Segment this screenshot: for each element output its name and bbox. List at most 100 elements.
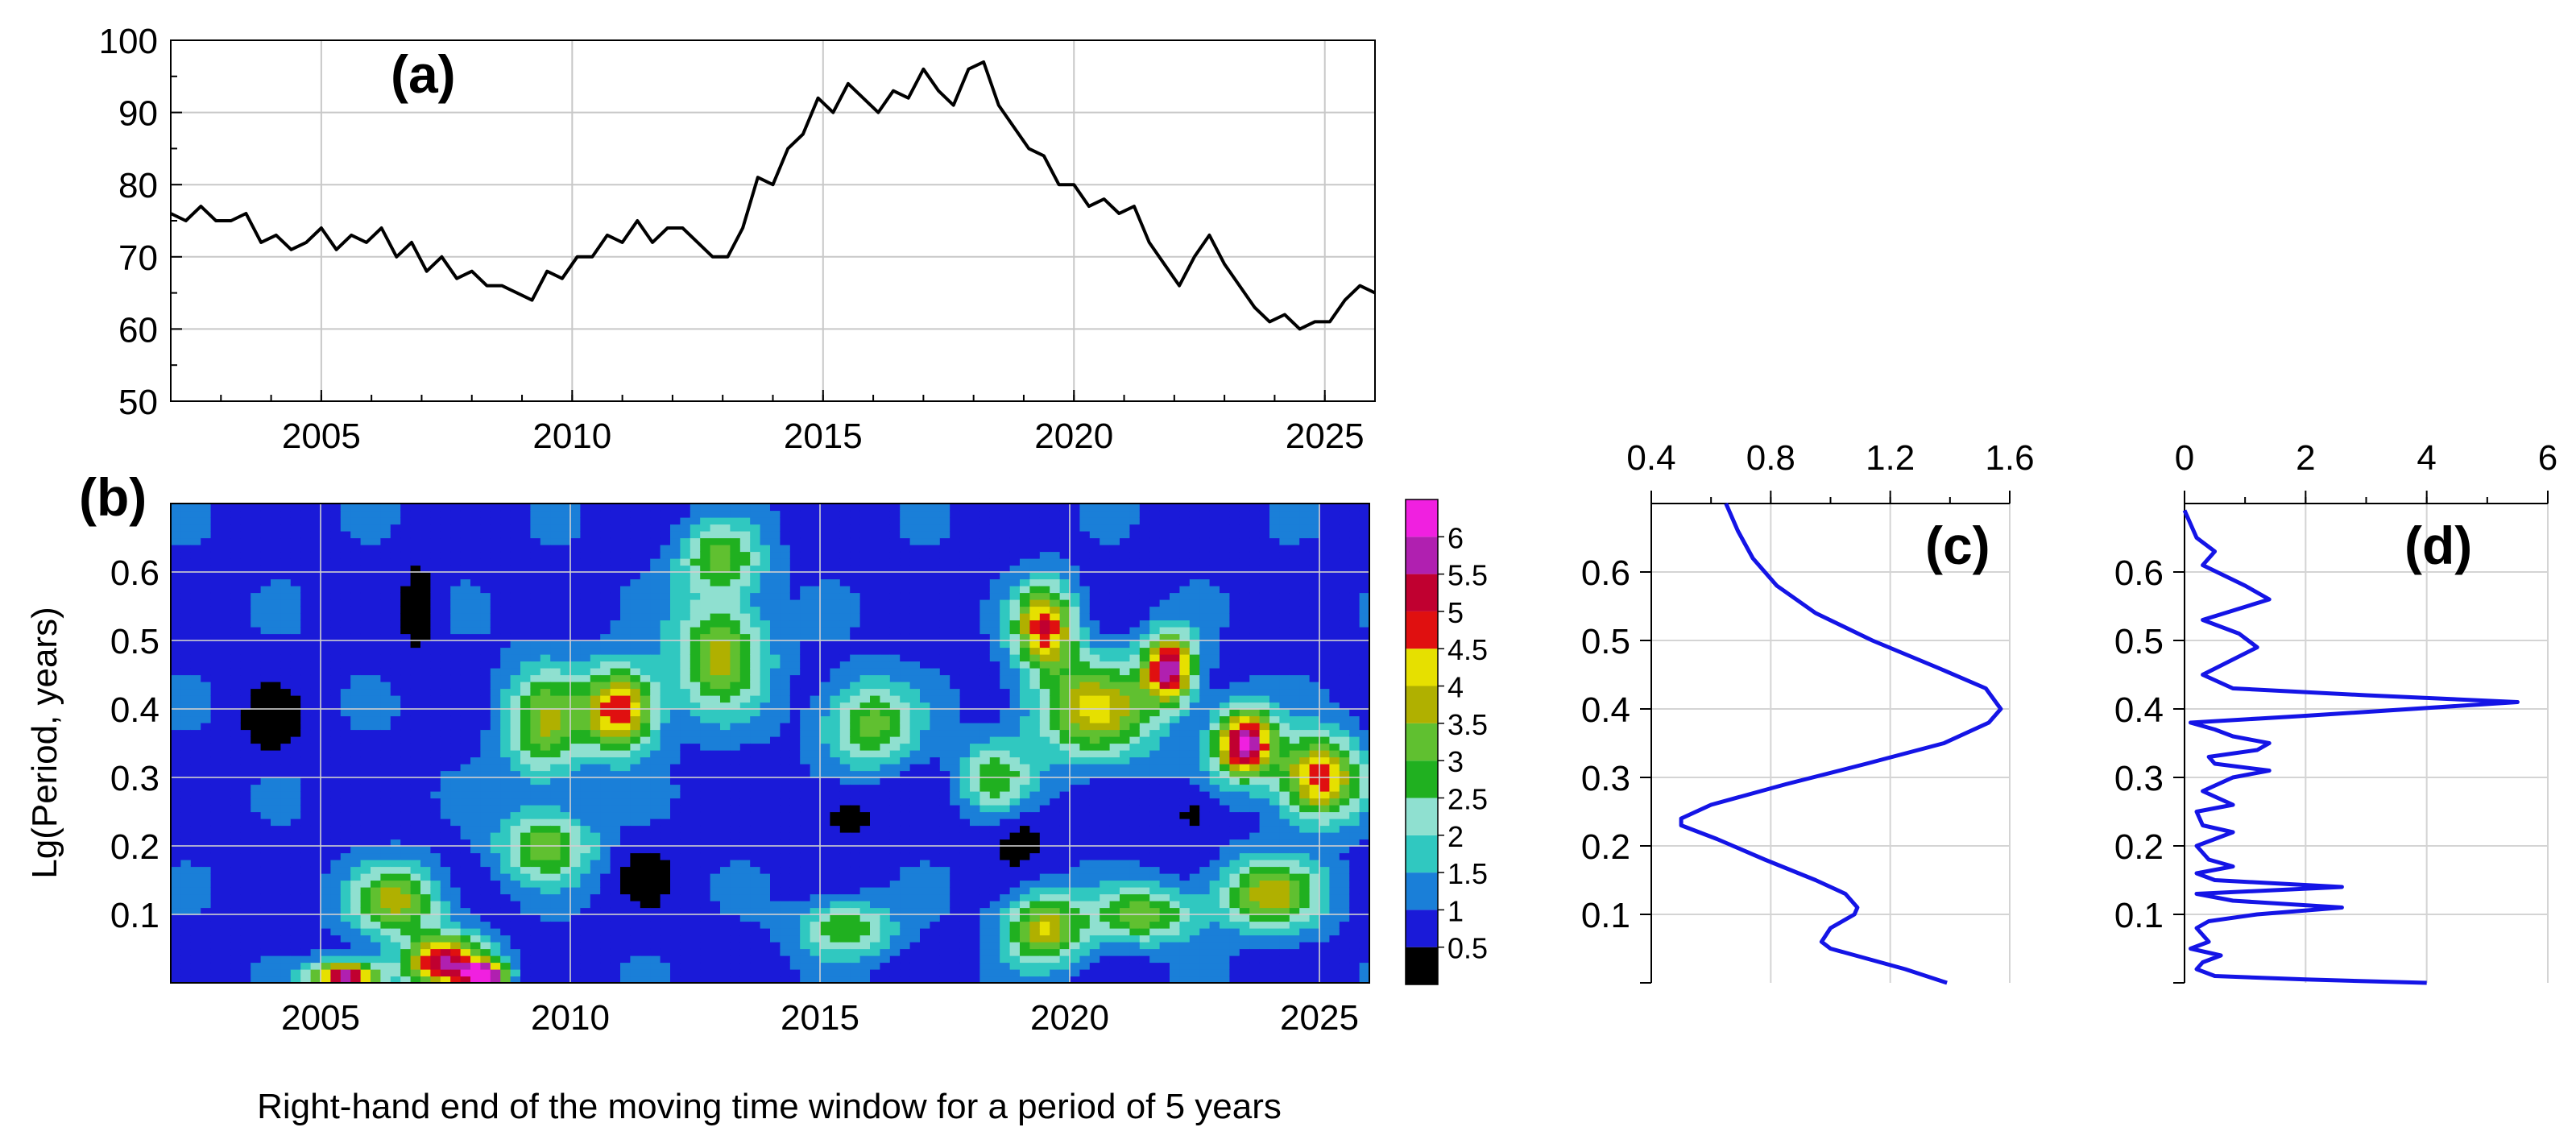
heatmap-cell xyxy=(230,682,242,690)
heatmap-cell xyxy=(180,935,192,943)
heatmap-cell xyxy=(450,682,462,690)
heatmap-cell xyxy=(859,647,871,655)
heatmap-cell xyxy=(700,627,711,635)
heatmap-cell xyxy=(690,517,701,525)
heatmap-cell xyxy=(280,606,292,614)
heatmap-cell xyxy=(400,682,412,690)
heatmap-cell xyxy=(510,578,521,586)
heatmap-cell xyxy=(630,976,641,984)
heatmap-cell xyxy=(330,736,342,744)
heatmap-cell xyxy=(670,688,681,696)
heatmap-cell xyxy=(520,709,531,717)
heatmap-cell xyxy=(350,825,362,833)
heatmap-cell xyxy=(810,620,821,628)
heatmap-cell xyxy=(739,887,751,895)
heatmap-cell xyxy=(310,928,321,936)
heatmap-cell xyxy=(180,620,192,628)
heatmap-cell xyxy=(520,873,531,881)
heatmap-cell xyxy=(690,962,701,970)
heatmap-cell xyxy=(739,565,751,573)
heatmap-cell xyxy=(700,866,711,874)
heatmap-cell xyxy=(470,654,481,662)
heatmap-cell xyxy=(360,969,371,977)
heatmap-cell xyxy=(520,832,531,840)
heatmap-cell xyxy=(430,688,441,696)
heatmap-cell xyxy=(390,633,401,641)
heatmap-cell xyxy=(789,764,801,772)
heatmap-cell xyxy=(839,942,851,950)
heatmap-cell xyxy=(859,976,871,984)
heatmap-cell xyxy=(650,907,661,915)
heatmap-cell xyxy=(590,551,601,559)
heatmap-cell xyxy=(680,825,691,833)
heatmap-cell xyxy=(590,599,601,607)
heatmap-cell xyxy=(789,955,801,964)
heatmap-cell xyxy=(810,901,821,909)
heatmap-cell xyxy=(390,852,401,860)
heatmap-cell xyxy=(850,537,861,545)
heatmap-cell xyxy=(720,661,731,669)
heatmap-cell xyxy=(420,599,431,607)
heatmap-cell xyxy=(750,688,761,696)
heatmap-cell xyxy=(660,633,671,641)
heatmap-cell xyxy=(310,537,321,545)
heatmap-cell xyxy=(300,756,312,765)
heatmap-cell xyxy=(750,715,761,723)
heatmap-cell xyxy=(490,750,501,758)
heatmap-cell xyxy=(700,702,711,710)
heatmap-cell xyxy=(221,661,231,669)
heatmap-cell xyxy=(540,682,551,690)
heatmap-cell xyxy=(620,551,631,559)
heatmap-cell xyxy=(590,962,601,970)
heatmap-cell xyxy=(470,866,481,874)
heatmap-cell xyxy=(300,819,312,827)
heatmap-cell xyxy=(620,565,631,573)
heatmap-cell xyxy=(720,770,731,778)
heatmap-cell xyxy=(410,504,421,512)
heatmap-cell xyxy=(500,668,511,676)
heatmap-cell xyxy=(171,839,181,847)
heatmap-cell xyxy=(260,832,271,840)
heatmap-cell xyxy=(171,723,181,731)
heatmap-cell xyxy=(230,524,242,532)
heatmap-cell xyxy=(700,846,711,854)
heatmap-cell xyxy=(340,819,351,827)
heatmap-cell xyxy=(520,661,531,669)
heatmap-cell xyxy=(570,633,581,641)
heatmap-cell xyxy=(450,784,462,792)
heatmap-cell xyxy=(640,517,651,525)
heatmap-cell xyxy=(420,736,431,744)
heatmap-cell xyxy=(510,921,521,929)
heatmap-cell xyxy=(739,640,751,649)
heatmap-cell xyxy=(530,887,541,895)
heatmap-cell xyxy=(380,887,391,895)
heatmap-cell xyxy=(260,914,271,922)
heatmap-cell xyxy=(590,791,601,799)
heatmap-cell xyxy=(650,565,661,573)
heatmap-cell xyxy=(820,668,830,676)
heatmap-cell xyxy=(440,907,451,915)
heatmap-cell xyxy=(480,517,491,525)
heatmap-cell xyxy=(321,866,331,874)
heatmap-cell xyxy=(720,846,731,854)
heatmap-cell xyxy=(300,948,312,956)
heatmap-cell xyxy=(820,914,830,922)
heatmap-cell xyxy=(850,942,861,950)
heatmap-cell xyxy=(540,572,551,580)
heatmap-cell xyxy=(360,586,371,594)
heatmap-cell xyxy=(550,572,561,580)
heatmap-cell xyxy=(260,921,271,929)
heatmap-cell xyxy=(670,921,681,929)
heatmap-cell xyxy=(380,551,391,559)
heatmap-cell xyxy=(670,517,681,525)
heatmap-cell xyxy=(670,928,681,936)
heatmap-cell xyxy=(490,715,501,723)
heatmap-cell xyxy=(360,887,371,895)
heatmap-cell xyxy=(340,811,351,819)
heatmap-cell xyxy=(321,784,331,792)
heatmap-cell xyxy=(660,921,671,929)
heatmap-cell xyxy=(690,736,701,744)
heatmap-cell xyxy=(590,531,601,539)
heatmap-cell xyxy=(410,578,421,586)
heatmap-cell xyxy=(230,914,242,922)
